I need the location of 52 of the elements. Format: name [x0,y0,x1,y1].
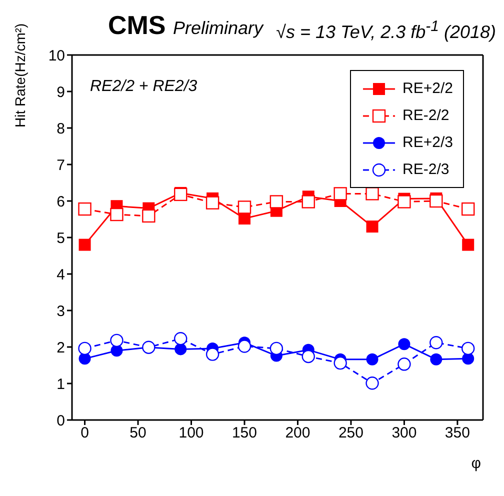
point [238,340,252,353]
y-tick-label: 2 [56,339,65,356]
point [398,338,410,350]
legend-label: RE-2/3 [402,161,450,178]
annotation: RE2/2 + RE2/3 [90,78,198,96]
chart-subtitle: √s = 13 TeV, 2.3 fb$^{-1}$ (2018) [276,18,496,43]
point [206,196,220,210]
y-tick-label: 9 [56,84,65,101]
point [302,195,315,208]
x-tick-label: 50 [130,424,146,442]
x-axis-title: φ [471,455,482,472]
point [174,188,188,202]
x-tick-label: 250 [338,424,364,442]
y-tick-label: 5 [56,230,65,247]
x-tick-label: 0 [80,424,89,442]
point [398,195,411,208]
y-tick-label: 1 [56,376,65,393]
chart-title: CMS Preliminary [108,10,264,40]
x-tick-label: 100 [178,424,204,442]
x-tick-label: 300 [392,424,417,442]
point [174,343,187,356]
y-tick-label: 10 [48,47,65,64]
point [366,353,378,366]
legend-label: RE-2/2 [402,107,450,124]
point [430,353,442,366]
x-tick-label: 150 [232,424,258,442]
point [334,187,347,200]
point [302,350,315,364]
point [78,202,92,216]
point [270,195,284,208]
point [461,202,475,216]
legend-label: RE+2/2 [402,80,453,97]
legend-label: RE+2/3 [402,134,453,151]
point [334,356,347,370]
y-tick-label: 6 [56,193,65,210]
x-tick-label: 350 [444,424,470,442]
point [462,238,474,251]
y-tick-label: 8 [56,120,65,138]
y-tick-label: 7 [56,156,65,174]
y-axis-title: Hit Rate(Hz/cm²) [12,23,28,128]
point [430,194,443,208]
y-tick-label: 3 [56,302,65,320]
y-tick-label: 0 [56,412,65,430]
point [206,348,220,361]
point [110,208,124,222]
point [78,238,91,251]
point [366,220,378,233]
point [398,358,411,371]
point [142,209,156,223]
point [270,342,284,356]
y-tick-label: 4 [56,266,65,284]
x-tick-label: 200 [285,424,310,442]
